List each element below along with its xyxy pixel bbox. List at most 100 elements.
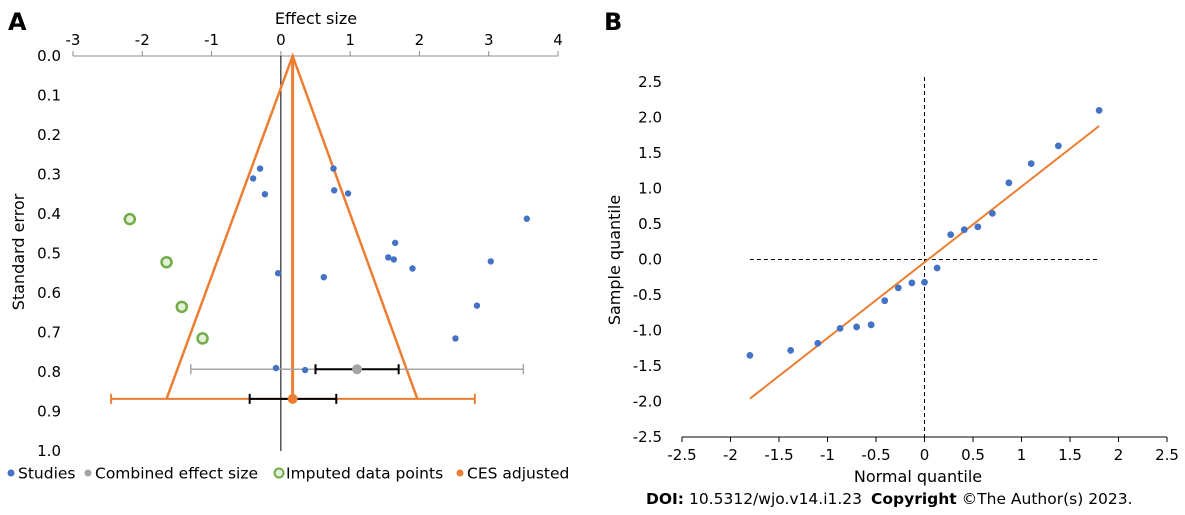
panel-b-marks [746, 77, 1103, 437]
panel-b-x-tick-label: 2.5 [1155, 446, 1179, 464]
ces-adjusted-point [287, 393, 298, 404]
panel-a-legend: Studies Combined effect size Imputed data … [7, 465, 569, 483]
panel-a-y-tick-label: 0.4 [37, 205, 61, 223]
legend-marker [273, 467, 285, 479]
quantile-point [746, 351, 754, 359]
panel-a-y-tick-label: 0.5 [37, 245, 61, 263]
quantile-point [894, 284, 902, 292]
panel-b-y-tick-label: 0.0 [638, 251, 662, 269]
panel-a-y-tick-label: 0.6 [37, 284, 61, 302]
combined-effect-point [352, 364, 363, 375]
panel-b-y-tick-label: -2.0 [633, 393, 662, 411]
doi-value: 10.5312/wjo.v14.i1.23 [688, 490, 863, 508]
panel-a-ylabel: Standard error [9, 193, 28, 310]
panel-a-x-tick-label: 3 [484, 31, 494, 49]
quantile-point [836, 324, 844, 332]
panel-b-x-tick-label: -2 [723, 446, 738, 464]
study-point [331, 187, 338, 194]
panel-a-x-tick-label: -1 [204, 31, 219, 49]
panel-b-y-tick-label: 0.5 [638, 215, 662, 233]
panel-b-x-tick-label: -1 [820, 446, 835, 464]
legend-label: Combined effect size [95, 465, 258, 483]
panel-b-y-tick-label: 2.5 [638, 73, 662, 91]
imputed-point [196, 332, 209, 345]
copyright-label: Copyright [870, 490, 957, 508]
panel-b-x-tick-label: -0.5 [861, 446, 890, 464]
quantile-point [908, 279, 916, 287]
legend-label: CES adjusted [467, 465, 569, 483]
study-point [344, 190, 352, 197]
fit-line [749, 125, 1100, 400]
panel-b-y-tick-label: 1.0 [638, 180, 662, 198]
panel-b-y-tick-label: -2.5 [633, 428, 662, 446]
study-point [523, 215, 531, 222]
panel-b-y-tick-label: -0.5 [633, 286, 662, 304]
funnel-plot-chart: A Effect size Standard error -3 -2 -1 0 1 2 3 4… [7, 8, 569, 483]
panel-b-x-tick-label: -1.5 [764, 446, 793, 464]
study-point [385, 254, 392, 261]
quantile-point [974, 223, 982, 231]
panel-b-x-tick-label: 0 [920, 446, 930, 464]
quantile-point [933, 264, 941, 272]
quantile-point [989, 209, 996, 217]
panel-a-y-tick-label: 1.0 [37, 442, 61, 460]
panel-b-x-tick-label: 0.5 [961, 446, 985, 464]
study-point [487, 258, 494, 265]
study-point [391, 239, 399, 247]
quantile-point [1005, 179, 1013, 187]
quantile-point [960, 226, 968, 234]
panel-b-xlabel: Normal quantile [854, 467, 982, 486]
panel-b-label: B [604, 8, 622, 36]
panel-b-y-tick-label: 2.0 [638, 109, 662, 127]
panel-a-x-tick-label: 0 [276, 31, 286, 49]
quantile-point [947, 231, 955, 239]
legend-marker [84, 469, 92, 477]
panel-b-x-tick-label: -2.5 [667, 446, 696, 464]
panel-a-x-tick-label: 4 [553, 31, 563, 49]
study-point [249, 175, 257, 182]
quantile-point [1095, 107, 1103, 114]
study-point [274, 270, 282, 277]
panel-a-y-tick-label: 0.0 [37, 47, 61, 65]
panel-a-y-tick-label: 0.2 [37, 126, 61, 144]
panel-a-y-tick-label: 0.9 [37, 403, 61, 421]
copyright-value: ©The Author(s) 2023. [961, 490, 1133, 508]
panel-b-x-tick-label: 1.5 [1058, 446, 1082, 464]
legend-label: Studies [18, 465, 76, 483]
panel-a-x-tick-label: 1 [345, 31, 355, 49]
study-point [330, 165, 337, 172]
panel-a-x-tick-label: -3 [66, 31, 81, 49]
panel-a-marks [110, 52, 531, 451]
panel-a-y-tick-label: 0.7 [37, 324, 61, 342]
quantile-point [853, 323, 860, 331]
study-point [320, 274, 328, 281]
study-point [261, 191, 269, 198]
legend-marker [456, 469, 464, 477]
quantile-point [867, 321, 875, 329]
doi-label: DOI: [646, 490, 685, 508]
study-point [473, 302, 481, 309]
quantile-point [921, 278, 928, 286]
study-point [390, 256, 397, 263]
panel-b-ylabel: Sample quantile [605, 195, 624, 325]
panel-b-x-tick-label: 2 [1114, 446, 1124, 464]
legend-label: Imputed data points [286, 465, 443, 483]
panel-a-xlabel: Effect size [275, 9, 357, 28]
qq-plot-chart: B Normal quantile Sample quantile -2.5 -2… [604, 8, 1179, 486]
imputed-point [160, 255, 173, 269]
quantile-point [881, 297, 889, 305]
panel-b-axes: -2.5 -2 -1.5 -1 -0.5 0 0.5 1 1.5 2 2.5 2.5 2.0 1.5 1.0… [633, 73, 1179, 464]
panel-a-y-tick-label: 0.1 [37, 87, 61, 105]
study-point [272, 364, 280, 372]
panel-b-y-tick-label: -1.5 [633, 357, 662, 375]
legend-marker [7, 469, 15, 477]
study-point [301, 366, 309, 374]
panel-b-y-tick-label: -1.0 [633, 322, 662, 340]
quantile-point [1054, 142, 1062, 150]
panel-a-y-tick-label: 0.3 [37, 166, 61, 184]
panel-a-axes: -3 -2 -1 0 1 2 3 4 0.0 0.1 0.2 0.3 0.4 0.5 0.6 0.7 0.8 0.… [37, 31, 563, 460]
quantile-point [814, 339, 822, 347]
quantile-point [1027, 160, 1035, 168]
imputed-point [175, 300, 189, 314]
imputed-point [123, 212, 137, 226]
